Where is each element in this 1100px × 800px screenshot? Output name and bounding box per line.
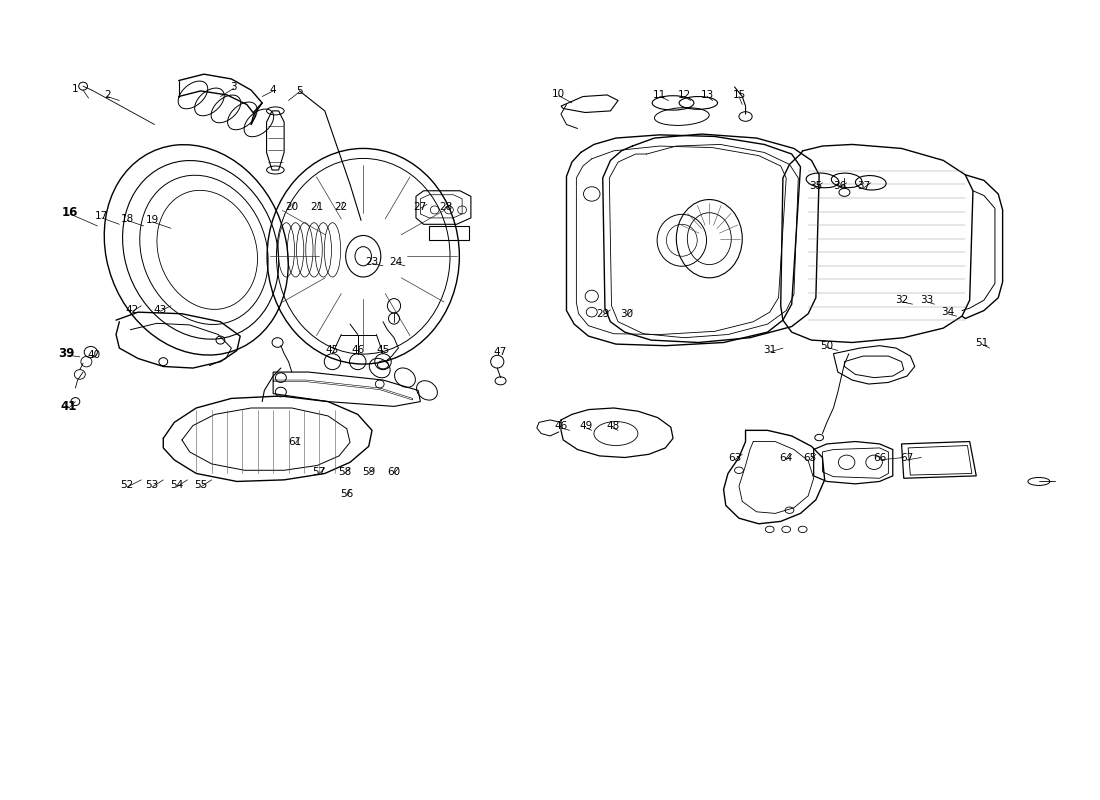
Text: 1: 1 bbox=[73, 83, 79, 94]
Text: 40: 40 bbox=[88, 350, 100, 360]
Text: 47: 47 bbox=[494, 347, 507, 357]
Text: 24: 24 bbox=[389, 257, 403, 267]
Text: 59: 59 bbox=[362, 467, 375, 477]
Text: 4: 4 bbox=[270, 85, 276, 95]
Text: 15: 15 bbox=[733, 90, 746, 100]
Text: 51: 51 bbox=[975, 338, 989, 347]
Text: 58: 58 bbox=[338, 467, 351, 477]
Text: 45: 45 bbox=[326, 345, 339, 354]
Text: 30: 30 bbox=[620, 309, 634, 318]
Text: 18: 18 bbox=[120, 214, 134, 224]
Text: 3: 3 bbox=[230, 82, 236, 92]
Text: 56: 56 bbox=[340, 490, 353, 499]
Text: 21: 21 bbox=[310, 202, 323, 212]
Text: 49: 49 bbox=[580, 422, 593, 431]
Text: 52: 52 bbox=[120, 481, 134, 490]
Text: 53: 53 bbox=[145, 481, 158, 490]
Text: 46: 46 bbox=[554, 422, 568, 431]
Text: 22: 22 bbox=[334, 202, 348, 212]
Text: 13: 13 bbox=[701, 90, 714, 100]
Text: 41: 41 bbox=[60, 400, 77, 413]
Text: 5: 5 bbox=[296, 86, 303, 96]
Text: 12: 12 bbox=[678, 90, 691, 100]
Text: 2: 2 bbox=[103, 90, 111, 100]
Text: 39: 39 bbox=[58, 347, 75, 360]
Text: 67: 67 bbox=[901, 454, 914, 463]
Text: 33: 33 bbox=[921, 295, 934, 305]
Text: 35: 35 bbox=[810, 181, 823, 191]
Text: 20: 20 bbox=[285, 202, 298, 212]
Text: 19: 19 bbox=[145, 215, 158, 226]
Text: 60: 60 bbox=[387, 467, 400, 477]
Text: 66: 66 bbox=[873, 454, 887, 463]
Text: 64: 64 bbox=[780, 454, 793, 463]
Text: 17: 17 bbox=[95, 211, 109, 222]
Text: 23: 23 bbox=[365, 257, 378, 267]
Text: 11: 11 bbox=[653, 90, 667, 100]
Text: 55: 55 bbox=[194, 481, 207, 490]
Text: 48: 48 bbox=[606, 422, 619, 431]
Text: 57: 57 bbox=[312, 467, 326, 477]
Text: 65: 65 bbox=[804, 454, 817, 463]
Text: 32: 32 bbox=[895, 295, 909, 305]
Text: 61: 61 bbox=[288, 438, 301, 447]
Text: 29: 29 bbox=[596, 309, 609, 318]
Text: 50: 50 bbox=[821, 341, 834, 350]
Text: 54: 54 bbox=[169, 481, 183, 490]
Text: 46: 46 bbox=[351, 345, 364, 354]
Text: 37: 37 bbox=[858, 181, 871, 191]
Text: 10: 10 bbox=[552, 89, 565, 99]
Text: 31: 31 bbox=[763, 346, 777, 355]
Text: 42: 42 bbox=[125, 305, 140, 314]
Text: 34: 34 bbox=[942, 307, 955, 317]
Text: 45: 45 bbox=[376, 345, 389, 354]
Text: 28: 28 bbox=[439, 202, 452, 212]
Text: 63: 63 bbox=[728, 454, 741, 463]
Text: 27: 27 bbox=[414, 202, 427, 212]
Text: 43: 43 bbox=[153, 305, 166, 314]
Text: 16: 16 bbox=[62, 206, 78, 219]
Text: 36: 36 bbox=[834, 181, 847, 191]
